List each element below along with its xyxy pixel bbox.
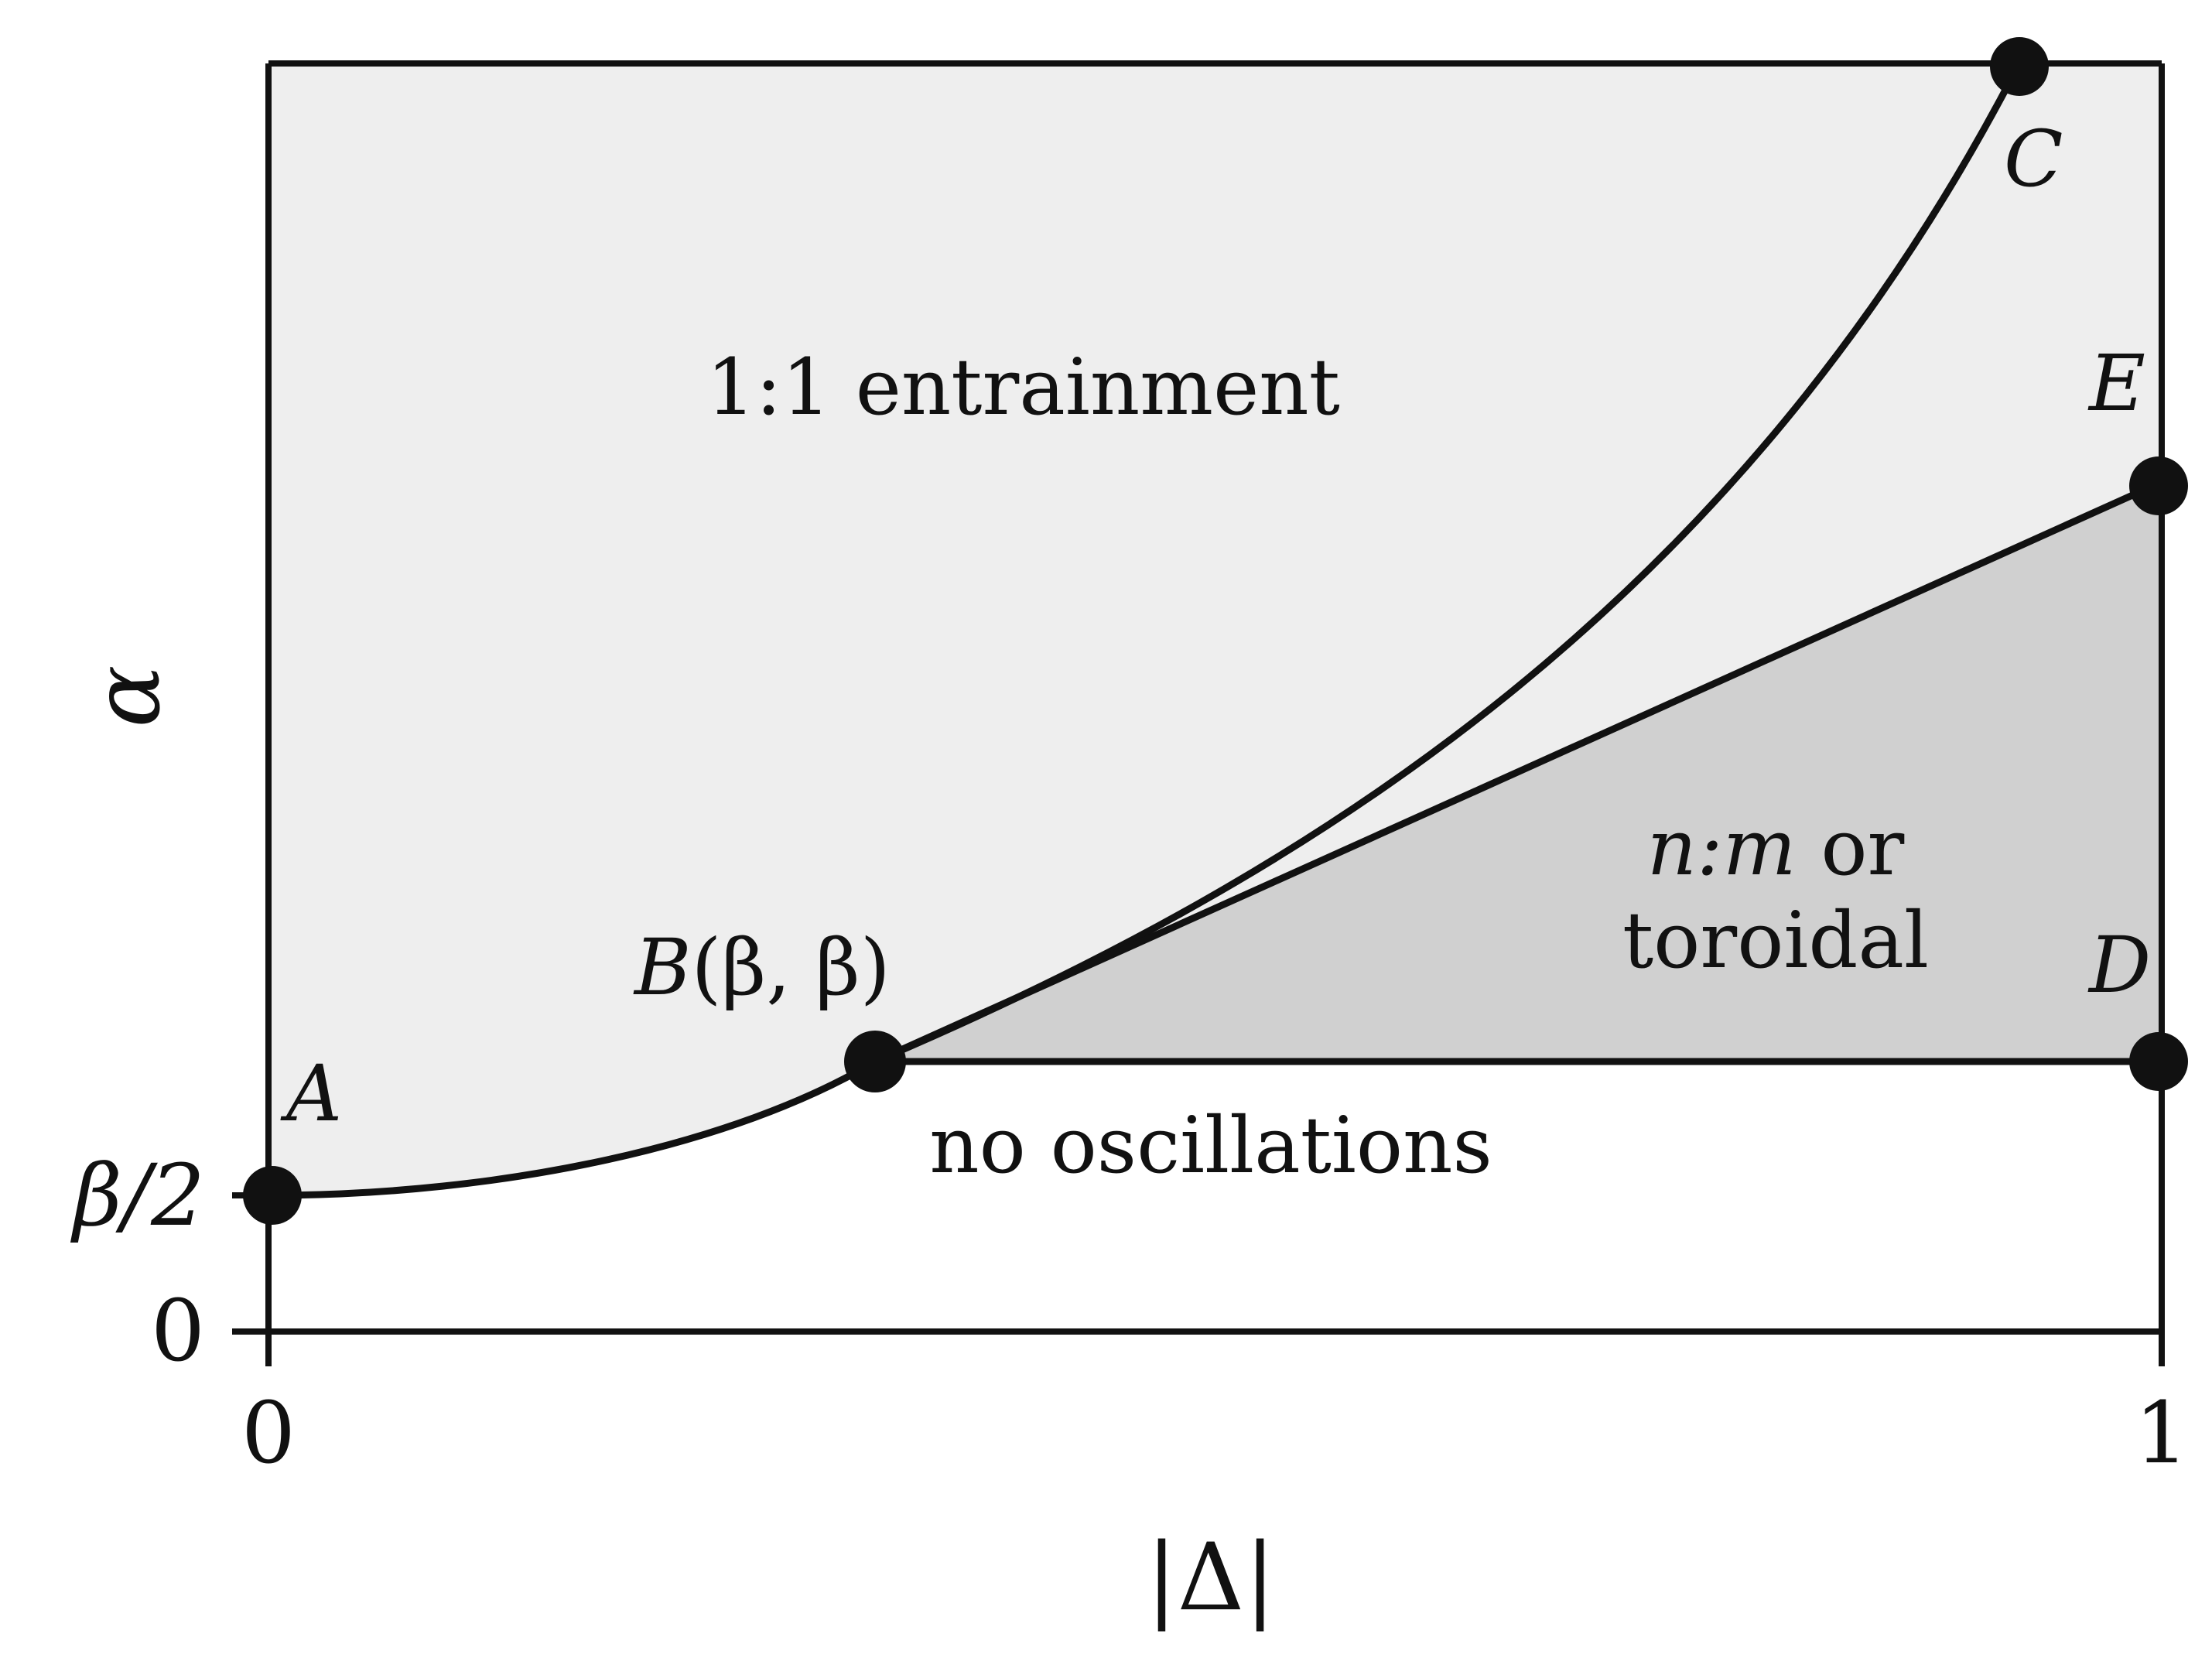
label-nm: n:m or: [1647, 802, 1905, 893]
curve-A-B: [268, 1058, 877, 1199]
point-E: [2129, 456, 2188, 515]
label-C: C: [2004, 114, 2063, 204]
y-tick-label-beta-half: β/2: [70, 1146, 205, 1245]
x-tick-label-0: 0: [241, 1383, 296, 1482]
y-axis-label: α: [74, 665, 181, 727]
x-tick-label-1: 1: [2135, 1383, 2189, 1482]
line-B-E: [874, 478, 2163, 1065]
point-D: [2129, 1032, 2188, 1091]
label-B: B(β, β): [633, 922, 891, 1013]
entrainment-region: [268, 63, 2162, 1195]
point-C: [1990, 37, 2049, 96]
x-axis-label: |Δ|: [1146, 1524, 1276, 1632]
label-E: E: [2087, 338, 2145, 429]
label-B-coords: (β, β): [692, 922, 891, 1013]
point-A: [243, 1166, 302, 1225]
label-A: A: [280, 1048, 342, 1139]
label-entrainment: 1:1 entrainment: [706, 342, 1340, 432]
label-toroidal: toroidal: [1622, 895, 1929, 986]
label-no-oscillations: no oscillations: [929, 1100, 1492, 1191]
label-B-letter: B: [633, 922, 692, 1013]
y-tick-label-0: 0: [151, 1281, 205, 1380]
label-nm-italic: n:m: [1647, 802, 1797, 893]
point-B: [844, 1031, 906, 1092]
label-nm-or: or: [1797, 802, 1905, 893]
label-D: D: [2087, 920, 2151, 1010]
